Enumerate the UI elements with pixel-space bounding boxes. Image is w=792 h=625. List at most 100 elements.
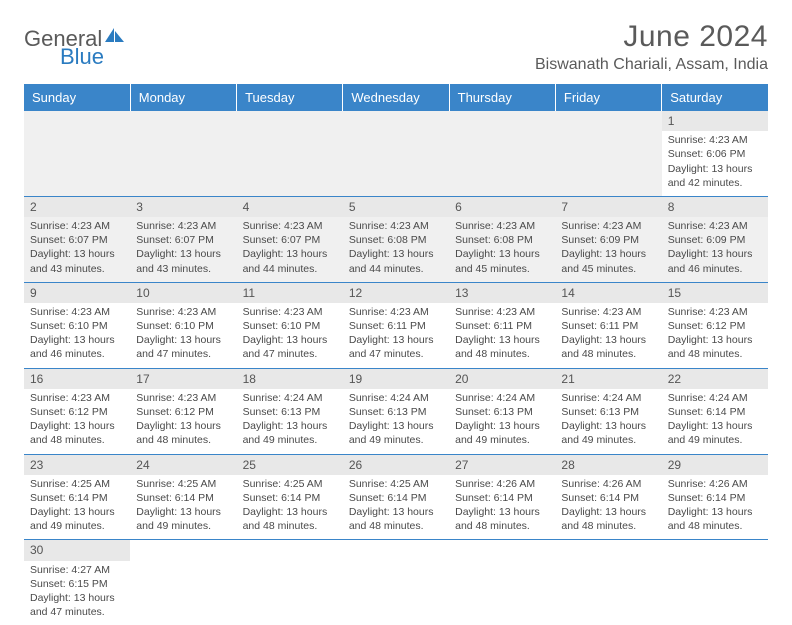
calendar-cell: 16Sunrise: 4:23 AMSunset: 6:12 PMDayligh… <box>24 368 130 454</box>
dayhead-sun: Sunday <box>24 84 130 111</box>
calendar-cell: 6Sunrise: 4:23 AMSunset: 6:08 PMDaylight… <box>449 196 555 282</box>
sunset-line: Sunset: 6:12 PM <box>30 405 124 419</box>
sunset-line: Sunset: 6:11 PM <box>561 319 655 333</box>
sunrise-line: Sunrise: 4:25 AM <box>30 477 124 491</box>
day-number: 24 <box>136 457 230 473</box>
sunrise-line: Sunrise: 4:23 AM <box>561 219 655 233</box>
daylight-line: Daylight: 13 hours and 49 minutes. <box>243 419 337 447</box>
calendar-cell <box>555 540 661 625</box>
sunrise-line: Sunrise: 4:23 AM <box>243 219 337 233</box>
sunset-line: Sunset: 6:10 PM <box>136 319 230 333</box>
day-number: 27 <box>455 457 549 473</box>
sunset-line: Sunset: 6:14 PM <box>668 405 762 419</box>
day-number: 11 <box>243 285 337 301</box>
day-number: 13 <box>455 285 549 301</box>
sunrise-line: Sunrise: 4:23 AM <box>455 305 549 319</box>
logo-text-blue: Blue <box>60 44 104 70</box>
calendar-cell: 27Sunrise: 4:26 AMSunset: 6:14 PMDayligh… <box>449 454 555 540</box>
daylight-line: Daylight: 13 hours and 48 minutes. <box>136 419 230 447</box>
calendar-cell: 1Sunrise: 4:23 AMSunset: 6:06 PMDaylight… <box>662 111 768 196</box>
sunrise-line: Sunrise: 4:24 AM <box>455 391 549 405</box>
calendar-week-row: 30Sunrise: 4:27 AMSunset: 6:15 PMDayligh… <box>24 540 768 625</box>
day-number: 15 <box>668 285 762 301</box>
sunset-line: Sunset: 6:11 PM <box>455 319 549 333</box>
sunrise-line: Sunrise: 4:23 AM <box>668 305 762 319</box>
sunset-line: Sunset: 6:14 PM <box>243 491 337 505</box>
daylight-line: Daylight: 13 hours and 47 minutes. <box>349 333 443 361</box>
sunset-line: Sunset: 6:07 PM <box>136 233 230 247</box>
day-number: 12 <box>349 285 443 301</box>
title-block: June 2024 Biswanath Chariali, Assam, Ind… <box>535 20 768 74</box>
calendar-cell: 15 Sunrise: 4:23 AMSunset: 6:12 PMDayligh… <box>662 282 768 368</box>
sunset-line: Sunset: 6:09 PM <box>668 233 762 247</box>
calendar-cell: 25Sunrise: 4:25 AMSunset: 6:14 PMDayligh… <box>237 454 343 540</box>
sunset-line: Sunset: 6:15 PM <box>30 577 124 591</box>
daylight-line: Daylight: 13 hours and 48 minutes. <box>668 505 762 533</box>
sunrise-line: Sunrise: 4:27 AM <box>30 563 124 577</box>
daylight-line: Daylight: 13 hours and 48 minutes. <box>243 505 337 533</box>
sunset-line: Sunset: 6:06 PM <box>668 147 762 161</box>
calendar-cell <box>130 540 236 625</box>
sunset-line: Sunset: 6:11 PM <box>349 319 443 333</box>
day-number: 5 <box>349 199 443 215</box>
daylight-line: Daylight: 13 hours and 44 minutes. <box>243 247 337 275</box>
sunrise-line: Sunrise: 4:25 AM <box>243 477 337 491</box>
calendar-cell: 7Sunrise: 4:23 AMSunset: 6:09 PMDaylight… <box>555 196 661 282</box>
calendar-cell: 29Sunrise: 4:26 AMSunset: 6:14 PMDayligh… <box>662 454 768 540</box>
sunset-line: Sunset: 6:10 PM <box>30 319 124 333</box>
daylight-line: Daylight: 13 hours and 47 minutes. <box>243 333 337 361</box>
day-number: 17 <box>136 371 230 387</box>
daylight-line: Daylight: 13 hours and 44 minutes. <box>349 247 443 275</box>
sunset-line: Sunset: 6:08 PM <box>349 233 443 247</box>
calendar-cell: 2Sunrise: 4:23 AMSunset: 6:07 PMDaylight… <box>24 196 130 282</box>
day-number: 29 <box>668 457 762 473</box>
daylight-line: Daylight: 13 hours and 43 minutes. <box>136 247 230 275</box>
daylight-line: Daylight: 13 hours and 48 minutes. <box>668 333 762 361</box>
calendar-cell <box>449 111 555 196</box>
calendar-cell: 14Sunrise: 4:23 AMSunset: 6:11 PMDayligh… <box>555 282 661 368</box>
day-number: 30 <box>30 542 124 558</box>
calendar-cell: 26Sunrise: 4:25 AMSunset: 6:14 PMDayligh… <box>343 454 449 540</box>
sunset-line: Sunset: 6:08 PM <box>455 233 549 247</box>
sunset-line: Sunset: 6:12 PM <box>668 319 762 333</box>
sunrise-line: Sunrise: 4:23 AM <box>243 305 337 319</box>
sunrise-line: Sunrise: 4:23 AM <box>136 391 230 405</box>
daylight-line: Daylight: 13 hours and 48 minutes. <box>349 505 443 533</box>
calendar-cell: 5Sunrise: 4:23 AMSunset: 6:08 PMDaylight… <box>343 196 449 282</box>
daylight-line: Daylight: 13 hours and 49 minutes. <box>30 505 124 533</box>
day-number: 21 <box>561 371 655 387</box>
day-number: 16 <box>30 371 124 387</box>
sunrise-line: Sunrise: 4:24 AM <box>668 391 762 405</box>
daylight-line: Daylight: 13 hours and 45 minutes. <box>561 247 655 275</box>
sunset-line: Sunset: 6:13 PM <box>561 405 655 419</box>
sunrise-line: Sunrise: 4:24 AM <box>561 391 655 405</box>
dayhead-sat: Saturday <box>662 84 768 111</box>
daylight-line: Daylight: 13 hours and 49 minutes. <box>349 419 443 447</box>
daylight-line: Daylight: 13 hours and 45 minutes. <box>455 247 549 275</box>
day-number: 22 <box>668 371 762 387</box>
sunrise-line: Sunrise: 4:23 AM <box>136 305 230 319</box>
sunset-line: Sunset: 6:13 PM <box>455 405 549 419</box>
calendar-cell <box>237 540 343 625</box>
sunrise-line: Sunrise: 4:23 AM <box>30 305 124 319</box>
sunset-line: Sunset: 6:14 PM <box>349 491 443 505</box>
day-number: 14 <box>561 285 655 301</box>
calendar-cell <box>130 111 236 196</box>
calendar-cell: 13Sunrise: 4:23 AMSunset: 6:11 PMDayligh… <box>449 282 555 368</box>
day-number: 3 <box>136 199 230 215</box>
day-number: 4 <box>243 199 337 215</box>
month-title: June 2024 <box>535 20 768 54</box>
calendar-cell <box>449 540 555 625</box>
daylight-line: Daylight: 13 hours and 49 minutes. <box>136 505 230 533</box>
day-number: 9 <box>30 285 124 301</box>
calendar-cell: 10Sunrise: 4:23 AMSunset: 6:10 PMDayligh… <box>130 282 236 368</box>
daylight-line: Daylight: 13 hours and 49 minutes. <box>668 419 762 447</box>
calendar-cell: 8Sunrise: 4:23 AMSunset: 6:09 PMDaylight… <box>662 196 768 282</box>
calendar-week-row: 9Sunrise: 4:23 AMSunset: 6:10 PMDaylight… <box>24 282 768 368</box>
dayhead-mon: Monday <box>130 84 236 111</box>
calendar-cell: 17Sunrise: 4:23 AMSunset: 6:12 PMDayligh… <box>130 368 236 454</box>
sunrise-line: Sunrise: 4:23 AM <box>561 305 655 319</box>
sunrise-line: Sunrise: 4:23 AM <box>668 219 762 233</box>
calendar-cell: 19Sunrise: 4:24 AMSunset: 6:13 PMDayligh… <box>343 368 449 454</box>
calendar-cell: 22 Sunrise: 4:24 AMSunset: 6:14 PMDayligh… <box>662 368 768 454</box>
